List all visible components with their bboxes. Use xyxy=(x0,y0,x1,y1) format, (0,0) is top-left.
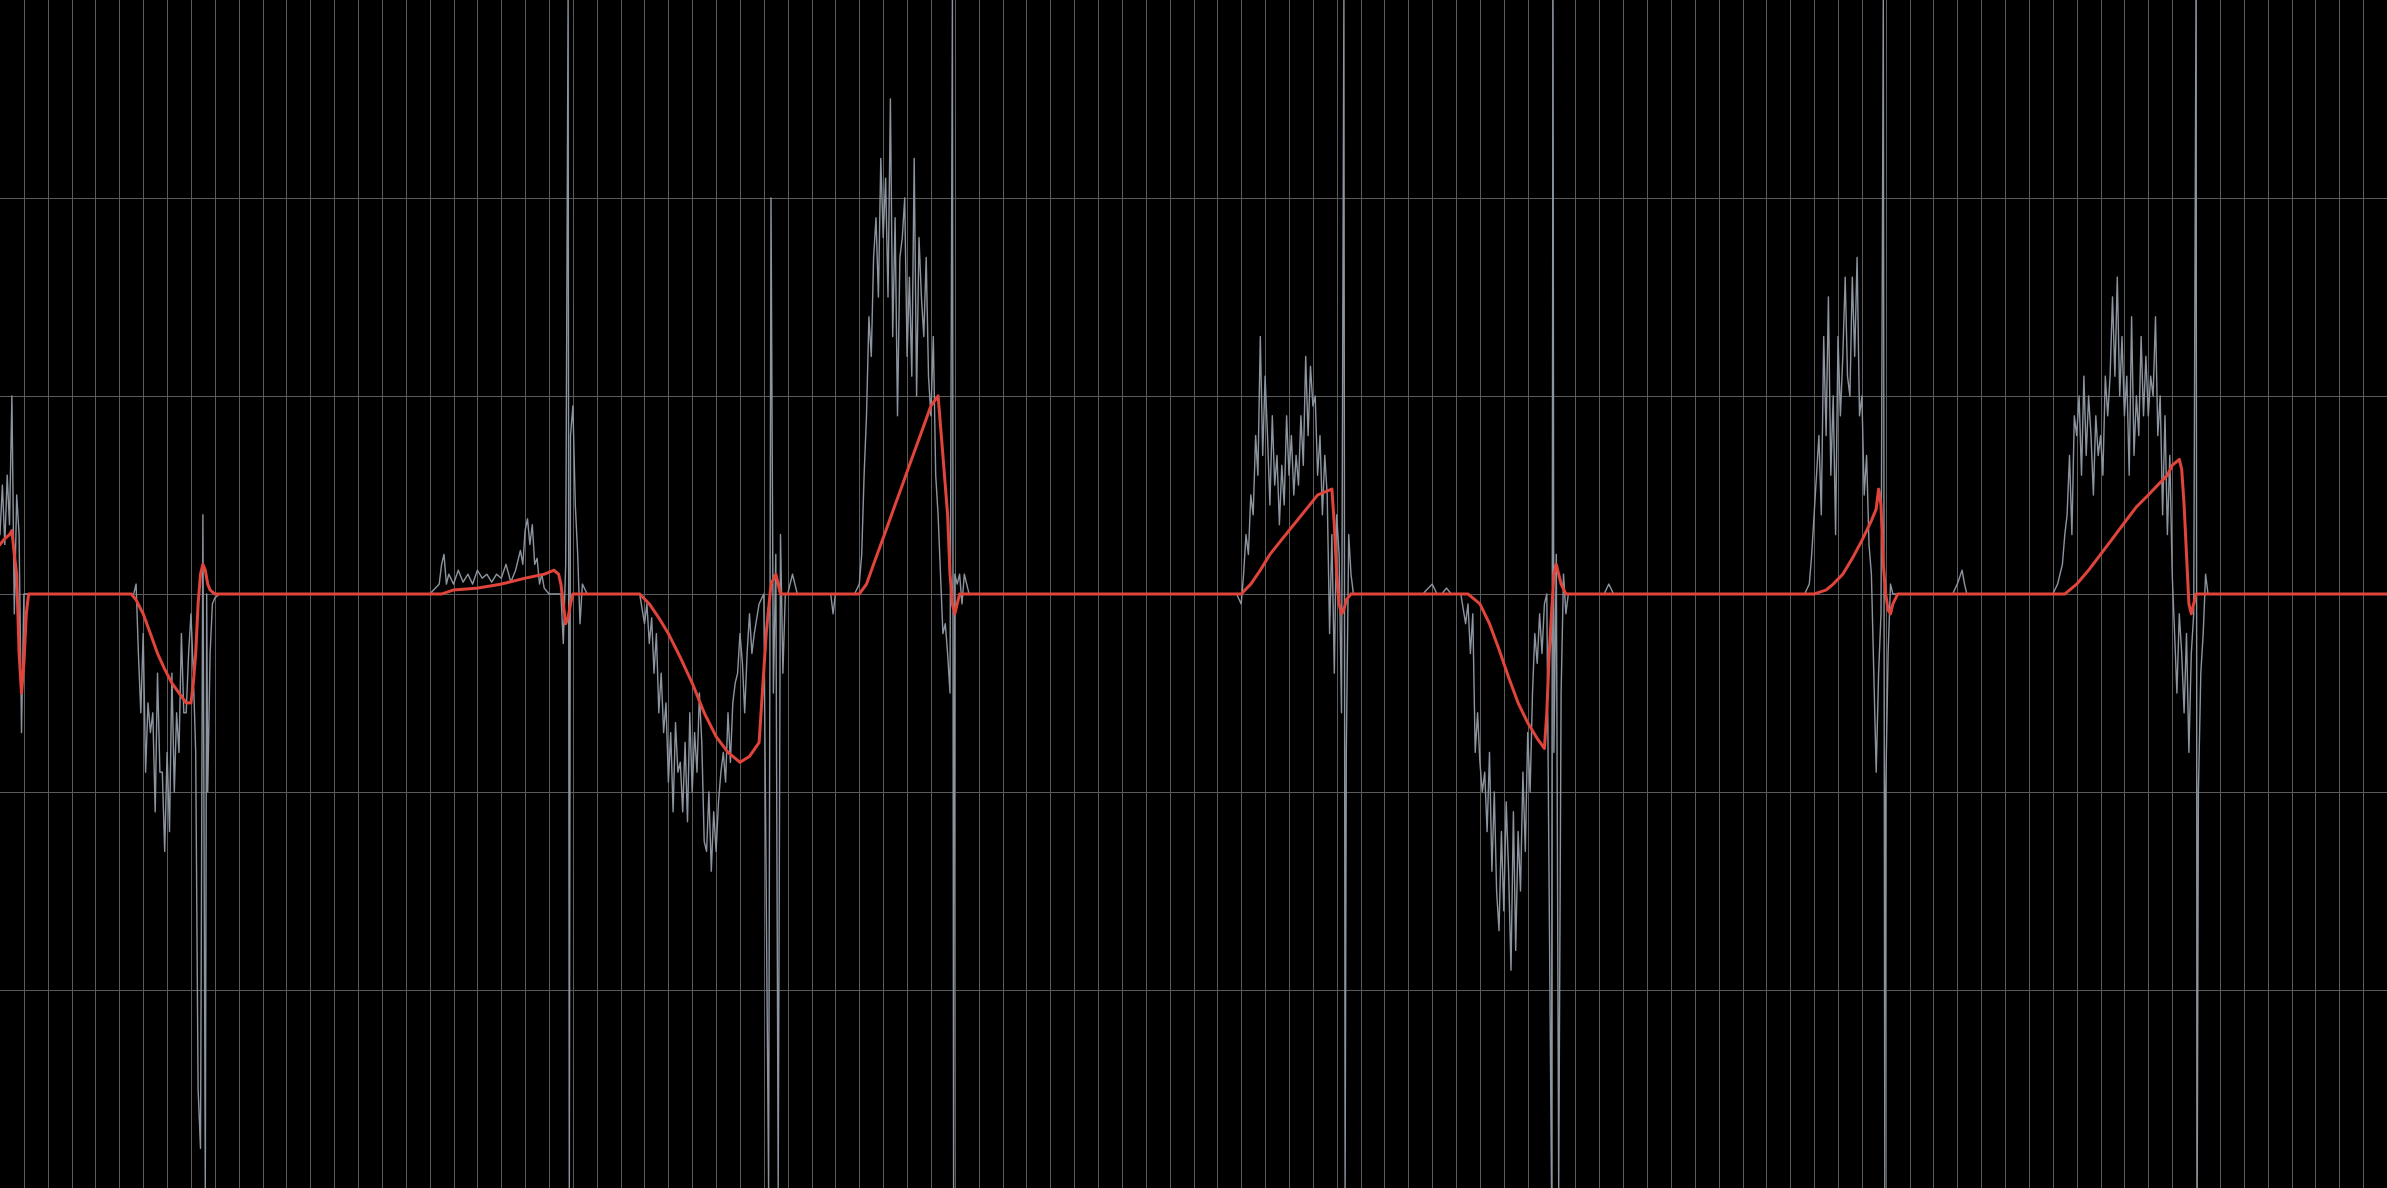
series-line-filtered xyxy=(0,394,2387,764)
